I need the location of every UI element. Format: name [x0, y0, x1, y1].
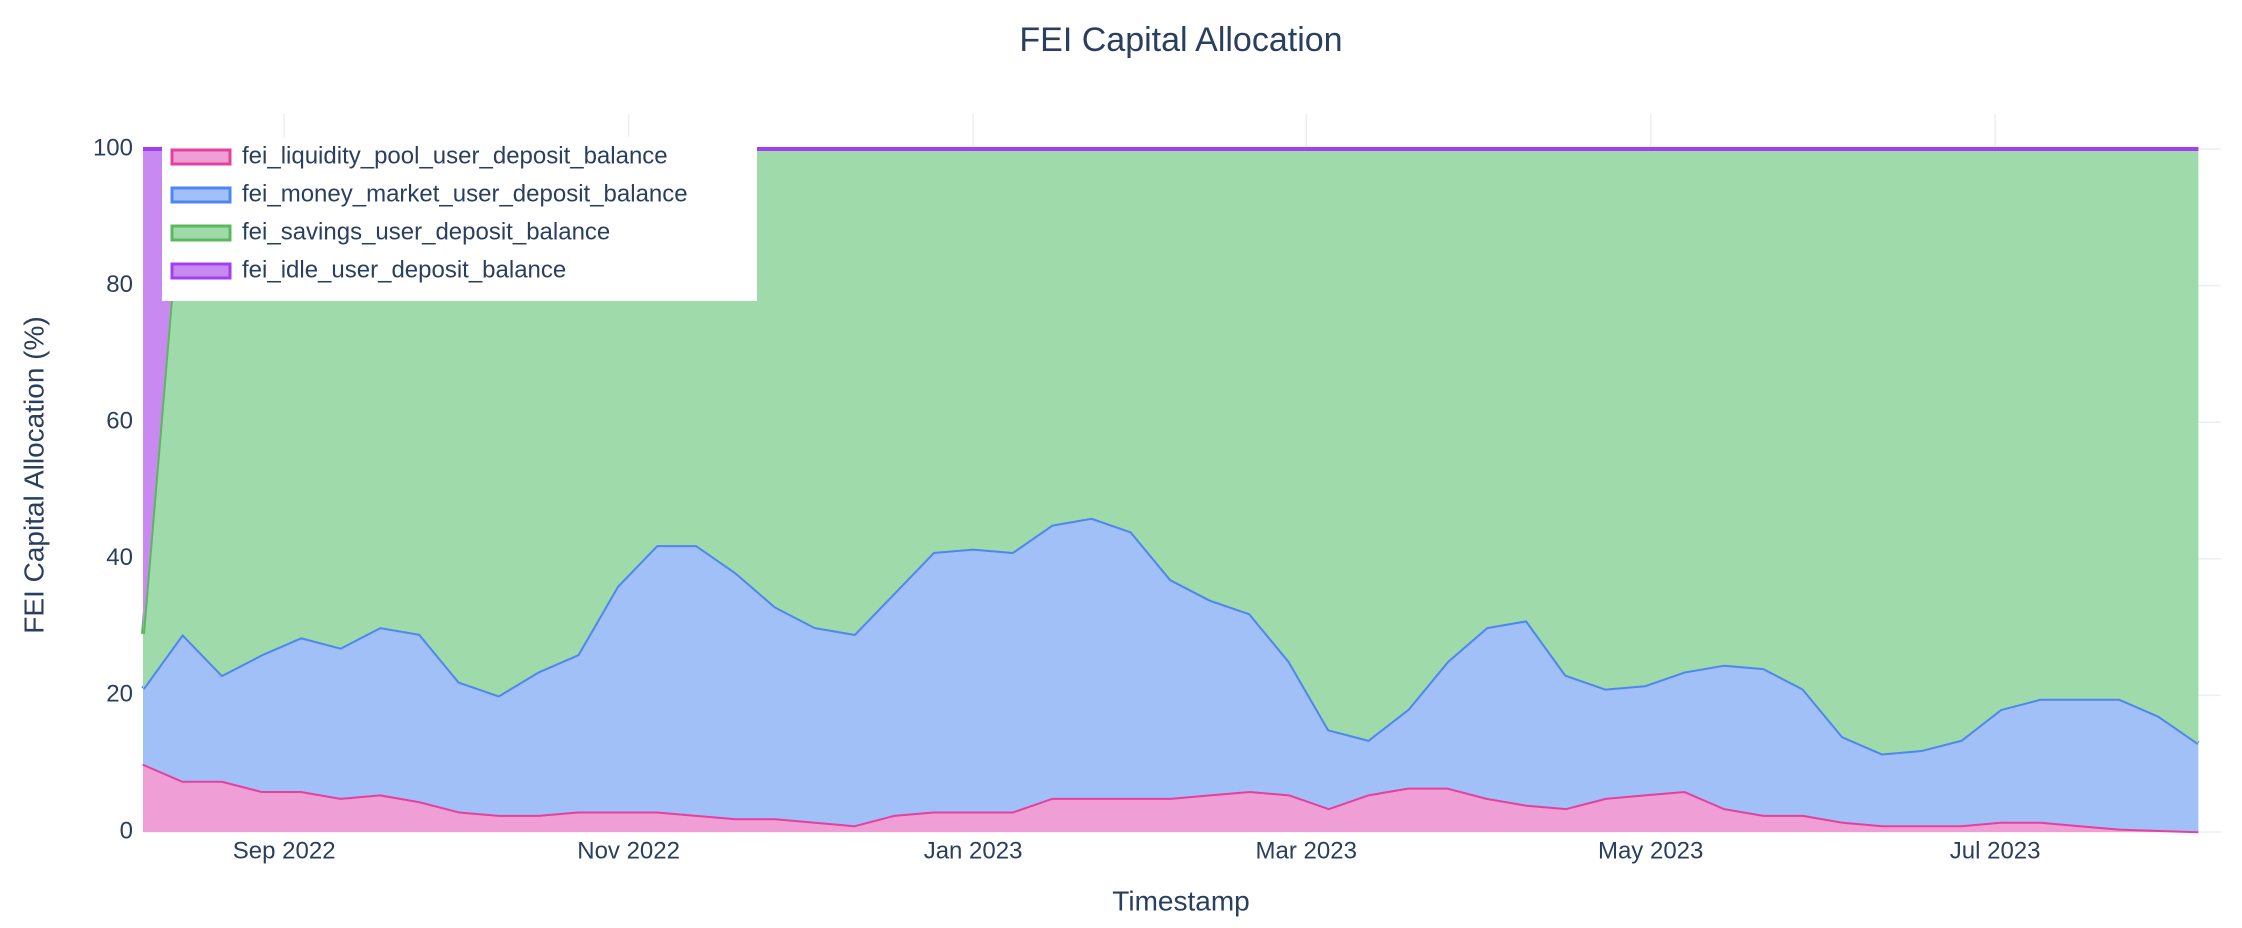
y-tick-label: 0	[120, 817, 133, 844]
area-fill	[143, 763, 2199, 832]
legend: fei_liquidity_pool_user_deposit_balancef…	[162, 137, 757, 301]
legend-swatch	[170, 186, 232, 204]
y-tick-label: 80	[106, 271, 133, 298]
y-tick-label: 40	[106, 544, 133, 571]
y-tick-label: 100	[93, 134, 133, 161]
legend-label: fei_savings_user_deposit_balance	[242, 218, 610, 245]
legend-box	[162, 137, 757, 301]
y-tick-label: 60	[106, 408, 133, 435]
x-tick-label: Jul 2023	[1950, 837, 2041, 864]
legend-swatch	[170, 224, 232, 242]
x-tick-label: May 2023	[1598, 837, 1703, 864]
axes: 0 20 40 60 80 100 Sep 2022 Nov 2022 Jan 2023 Mar …	[93, 134, 2041, 864]
x-tick-label: Nov 2022	[577, 837, 680, 864]
y-tick-label: 20	[106, 681, 133, 708]
x-tick-label: Sep 2022	[233, 837, 336, 864]
area-fill	[143, 517, 2199, 832]
x-tick-label: Mar 2023	[1256, 837, 1357, 864]
legend-label: fei_idle_user_deposit_balance	[242, 256, 566, 283]
chart-title: FEI Capital Allocation	[1019, 21, 1342, 59]
x-axis-title: Timestamp	[1112, 885, 1249, 916]
y-axis-title: FEI Capital Allocation (%)	[18, 316, 49, 633]
legend-swatch	[170, 262, 232, 280]
legend-label: fei_liquidity_pool_user_deposit_balance	[242, 142, 668, 169]
x-tick-label: Jan 2023	[924, 837, 1023, 864]
legend-swatch	[170, 148, 232, 166]
legend-label: fei_money_market_user_deposit_balance	[242, 180, 688, 207]
